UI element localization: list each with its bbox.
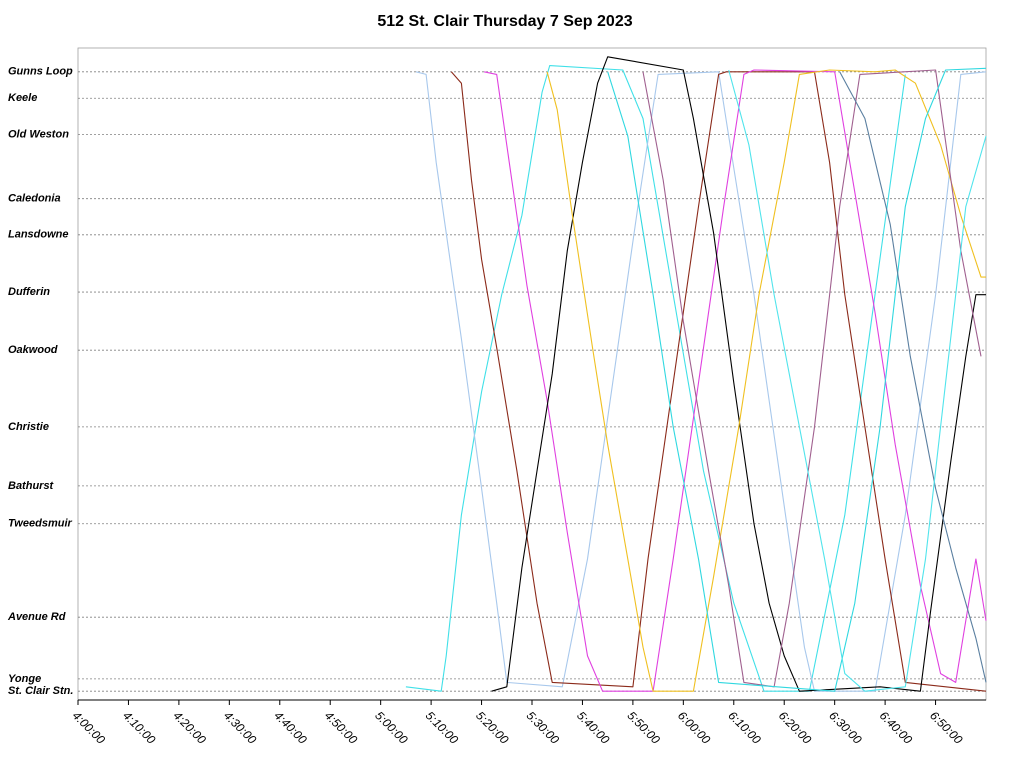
- x-tick-label: 5:30:00: [524, 708, 562, 746]
- y-tick-label: Christie: [8, 421, 49, 433]
- x-tick-label: 5:40:00: [574, 708, 612, 746]
- x-tick-label: 4:50:00: [322, 708, 360, 746]
- y-tick-label: Tweedsmuir: [8, 518, 72, 530]
- x-tick-label: 4:10:00: [120, 708, 158, 746]
- x-tick-label: 5:50:00: [625, 708, 663, 746]
- x-tick-label: 6:20:00: [776, 708, 814, 746]
- vehicle-trace: [839, 71, 987, 683]
- y-tick-label: Caledonia: [8, 193, 61, 205]
- vehicle-trace: [405, 65, 906, 692]
- x-tick-label: 6:10:00: [725, 708, 763, 746]
- vehicle-trace: [491, 56, 986, 692]
- y-tick-label: Old Weston: [8, 128, 69, 140]
- x-tick-label: 5:20:00: [473, 708, 511, 746]
- y-tick-label: Yonge: [8, 673, 41, 685]
- vehicle-trace: [642, 69, 982, 688]
- y-tick-label: Avenue Rd: [7, 611, 66, 623]
- y-tick-label: Gunns Loop: [8, 66, 73, 78]
- x-tick-label: 6:30:00: [826, 708, 864, 746]
- vehicle-trace: [415, 71, 987, 692]
- chart-title: 512 St. Clair Thursday 7 Sep 2023: [377, 13, 632, 30]
- vehicle-trace: [450, 71, 987, 692]
- y-tick-label: Bathurst: [8, 480, 55, 492]
- y-tick-label: Dufferin: [8, 286, 50, 298]
- vehicle-trace: [546, 69, 986, 692]
- x-tick-label: 4:20:00: [171, 708, 209, 746]
- x-tick-label: 4:40:00: [271, 708, 309, 746]
- x-tick-label: 5:10:00: [423, 708, 461, 746]
- plot-frame: [77, 47, 987, 701]
- x-tick-label: 6:50:00: [927, 708, 965, 746]
- x-tick-label: 6:40:00: [877, 708, 915, 746]
- x-tick-label: 6:00:00: [675, 708, 713, 746]
- x-tick-label: 5:00:00: [372, 708, 410, 746]
- vehicle-trace: [483, 69, 987, 692]
- vehicle-trace: [728, 69, 987, 692]
- vehicle-trace: [607, 67, 987, 692]
- x-tick-label: 4:00:00: [70, 708, 108, 746]
- x-tick-label: 4:30:00: [221, 708, 259, 746]
- y-tick-label: St. Clair Stn.: [8, 685, 73, 697]
- y-tick-label: Lansdowne: [8, 229, 69, 241]
- y-tick-label: Keele: [8, 92, 37, 104]
- y-tick-label: Oakwood: [8, 344, 58, 356]
